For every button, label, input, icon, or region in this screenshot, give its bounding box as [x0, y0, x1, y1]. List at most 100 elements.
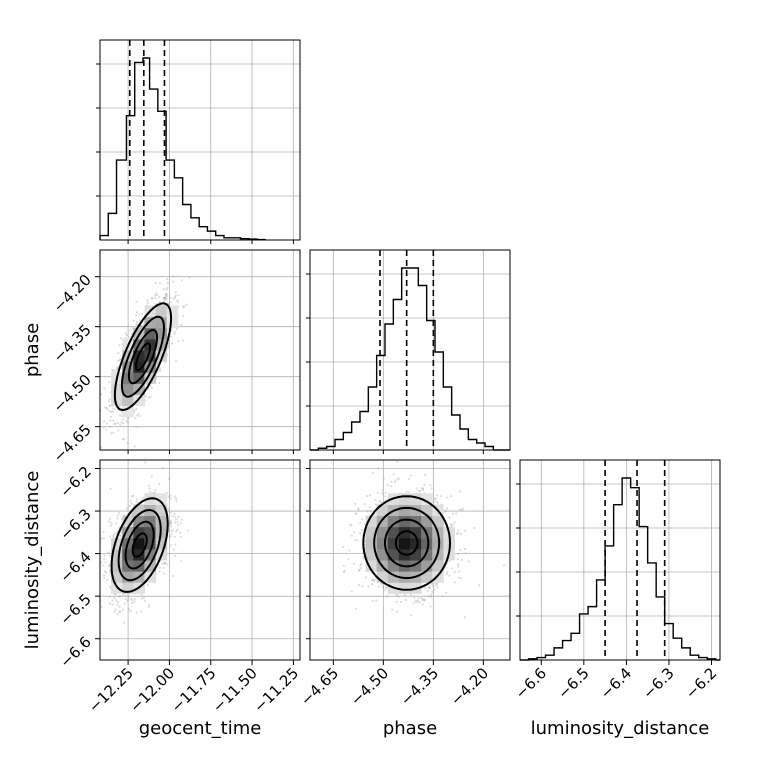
scatter-point — [130, 512, 134, 516]
scatter-point — [126, 442, 129, 445]
scatter-point — [150, 297, 153, 300]
scatter-point — [403, 593, 406, 597]
scatter-point — [163, 572, 166, 575]
scatter-point — [410, 614, 413, 617]
hist-panel-phase — [306, 249, 511, 451]
scatter-point — [376, 492, 379, 495]
scatter-point — [174, 543, 177, 546]
scatter-point — [110, 522, 113, 525]
scatter-point — [444, 510, 447, 513]
scatter-point — [155, 293, 159, 297]
density-cell — [133, 394, 145, 407]
scatter-point — [108, 404, 112, 407]
scatter-point — [107, 565, 111, 568]
scatter-point — [446, 571, 449, 574]
scatter-point — [175, 529, 178, 533]
scatter-point — [176, 528, 179, 531]
scatter-point — [435, 500, 438, 503]
scatter-point — [112, 534, 115, 537]
scatter-point — [105, 571, 108, 574]
density-cell — [166, 305, 179, 318]
scatter-point — [133, 600, 136, 603]
density-cell — [410, 560, 422, 572]
scatter-point — [113, 407, 117, 411]
scatter-point — [89, 535, 91, 537]
scatter-point — [127, 598, 130, 601]
scatter-point — [158, 366, 162, 370]
scatter-point — [445, 496, 448, 499]
scatter-point — [173, 332, 176, 335]
x-tick-label: −11.25 — [250, 664, 302, 716]
scatter-point — [463, 547, 467, 551]
scatter-point — [450, 567, 454, 570]
scatter-point — [103, 406, 107, 409]
scatter-point — [363, 503, 366, 506]
scatter-point — [429, 605, 432, 608]
contour-0.5-sigma — [131, 532, 148, 558]
scatter-point — [422, 598, 425, 601]
scatter-point — [349, 523, 352, 526]
scatter-point — [163, 297, 166, 300]
density-cell — [387, 571, 400, 583]
scatter-point — [166, 563, 169, 566]
scatter-point — [151, 297, 154, 300]
scatter-point — [421, 487, 424, 490]
scatter-point — [159, 369, 162, 372]
scatter-point — [153, 294, 156, 297]
scatter-point — [165, 297, 168, 301]
scatter-point — [109, 415, 113, 419]
scatter-panel-geocent_time-luminosity_distance — [89, 459, 301, 661]
scatter-point — [178, 531, 182, 534]
scatter-point — [478, 584, 481, 587]
scatter-point — [397, 477, 400, 480]
scatter-point — [177, 340, 180, 343]
scatter-point — [157, 369, 160, 372]
grid-lines — [100, 40, 300, 240]
y-axis-label-phase: phase — [22, 323, 43, 377]
scatter-point — [414, 599, 417, 602]
scatter-point — [456, 529, 460, 532]
scatter-point — [391, 608, 394, 611]
density-cell — [155, 537, 168, 550]
scatter-point — [113, 422, 116, 425]
density-cell — [421, 493, 433, 505]
scatter-point — [91, 403, 93, 405]
scatter-point — [116, 421, 120, 425]
scatter-point — [371, 471, 374, 474]
scatter-point — [372, 578, 376, 581]
scatter-point — [169, 497, 172, 500]
scatter-point — [164, 562, 167, 565]
scatter-point — [115, 368, 118, 372]
scatter-point — [118, 605, 121, 608]
scatter-point — [140, 593, 143, 596]
scatter-point — [169, 494, 172, 497]
scatter-point — [169, 522, 172, 525]
scatter-point — [131, 598, 134, 602]
scatter-point — [110, 410, 113, 414]
x-axis-label-geocent_time: geocent_time — [139, 718, 262, 739]
scatter-point — [451, 512, 455, 515]
density-cell — [111, 560, 123, 572]
density-cell — [144, 515, 157, 528]
scatter-point — [405, 490, 408, 493]
scatter-point — [107, 520, 111, 523]
scatter-point — [422, 488, 425, 492]
scatter-point — [134, 314, 138, 317]
scatter-point — [386, 483, 389, 486]
density-cell — [111, 537, 123, 550]
scatter-point — [463, 616, 467, 619]
scatter-point — [464, 552, 467, 555]
density-cell — [410, 526, 422, 539]
scatter-point — [399, 600, 403, 604]
density-cell — [166, 316, 179, 329]
scatter-point — [423, 586, 427, 589]
scatter-point — [162, 297, 165, 300]
scatter-point — [118, 610, 121, 614]
panel-frame — [309, 249, 511, 451]
y-tick-label: −4.20 — [50, 271, 95, 316]
scatter-point — [385, 586, 388, 589]
scatter-point — [358, 569, 361, 572]
density-cell — [421, 571, 433, 583]
scatter-point — [108, 380, 111, 384]
scatter-point — [135, 408, 138, 411]
